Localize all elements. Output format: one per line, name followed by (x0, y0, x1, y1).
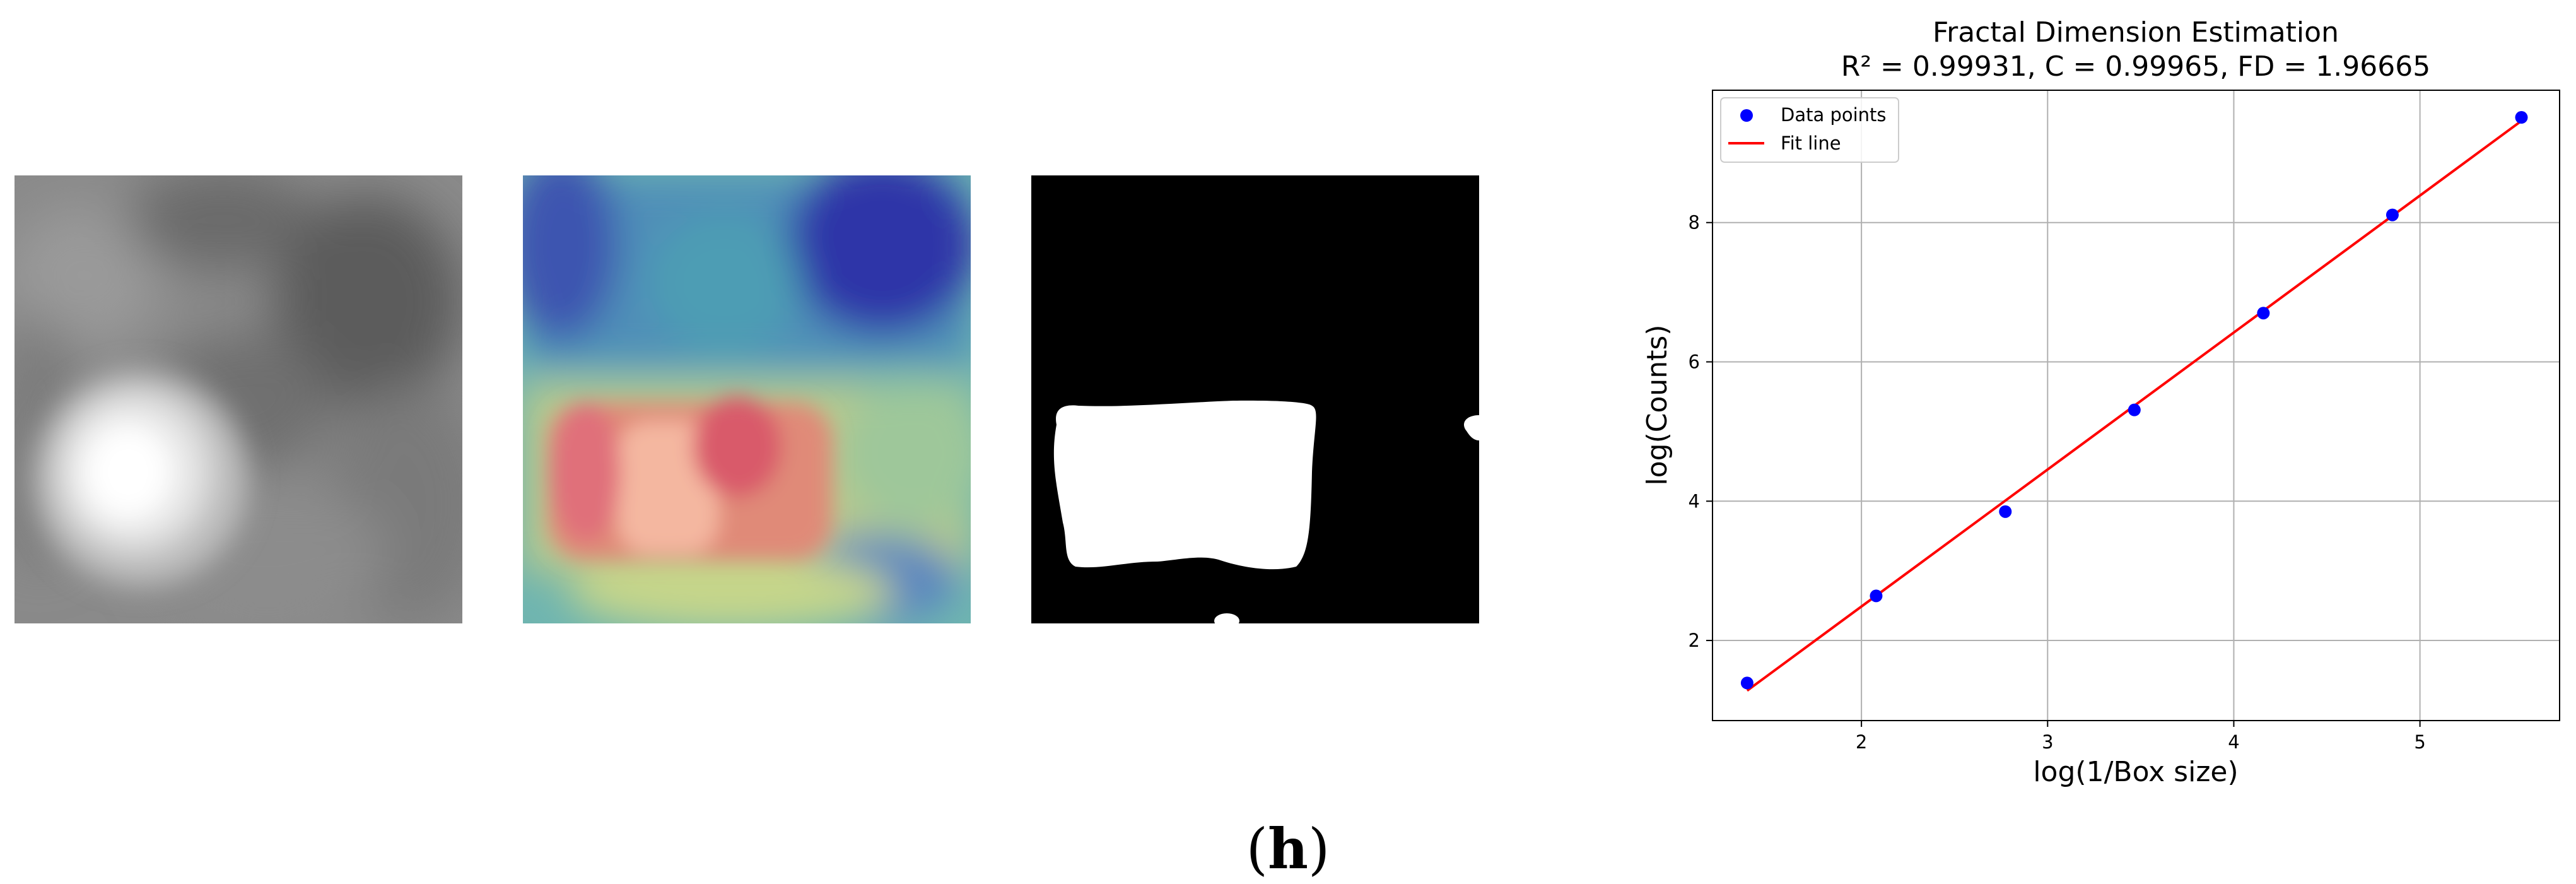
chart-title: Fractal Dimension Estimation (1933, 16, 2339, 49)
y-tick-label: 2 (1689, 630, 1700, 651)
data-point (2128, 403, 2141, 416)
plot-frame (1712, 90, 2560, 721)
legend-label-data-points: Data points (1781, 104, 1887, 126)
x-axis-label: log(1/Box size) (2033, 756, 2238, 788)
y-axis-label: log(Counts) (1641, 325, 1673, 486)
y-tick-label: 8 (1689, 212, 1700, 233)
y-tick-label: 4 (1689, 490, 1700, 512)
legend-marker-data-points (1740, 109, 1753, 122)
chart-subtitle: R² = 0.99931, C = 0.99965, FD = 1.96665 (1841, 50, 2430, 83)
legend-box (1720, 97, 1899, 163)
data-point (2515, 111, 2528, 124)
legend: Data points Fit line (1720, 97, 1899, 163)
x-tick-label: 5 (2414, 731, 2425, 753)
x-tick-label: 3 (2042, 731, 2053, 753)
y-tick-label: 6 (1689, 351, 1700, 373)
grayscale-input-image (15, 175, 462, 623)
fractal-dimension-chart: Fractal Dimension Estimation R² = 0.9993… (1615, 0, 2576, 814)
x-tick-label: 2 (1856, 731, 1867, 753)
data-point (1870, 589, 1883, 603)
x-tick-label: 4 (2228, 731, 2239, 753)
figure-caption: (h) (1246, 816, 1330, 881)
data-point (2386, 208, 2399, 221)
legend-label-fit-line: Fit line (1781, 133, 1841, 154)
data-point (2257, 307, 2270, 320)
binary-mask-image (1031, 175, 1479, 623)
figure-caption-letter: h (1268, 816, 1308, 881)
chart-canvas: Fractal Dimension Estimation R² = 0.9993… (1641, 16, 2560, 788)
data-point (1999, 505, 2012, 518)
heatmap-overlay-image (523, 175, 971, 623)
data-point (1740, 676, 1753, 690)
